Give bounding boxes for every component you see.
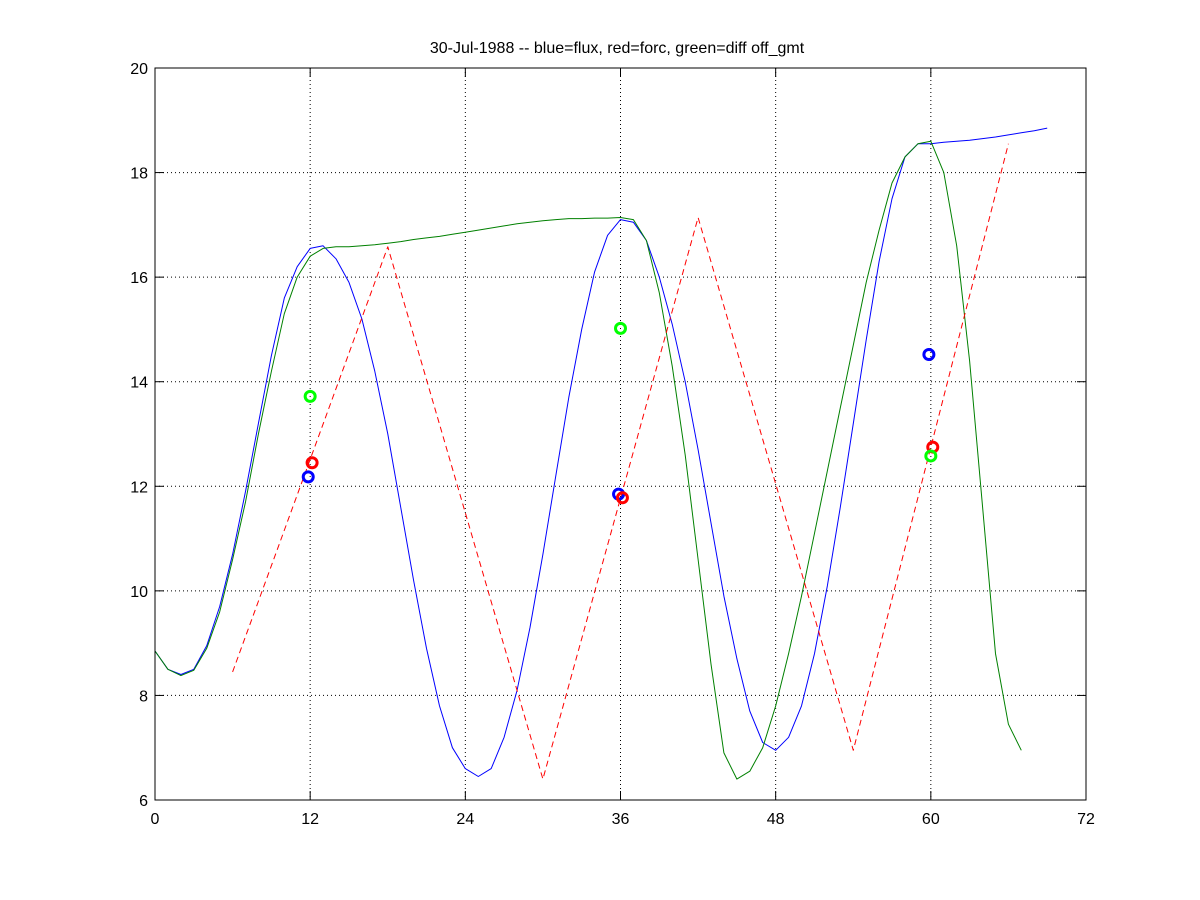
data-marker-1 [305, 456, 319, 470]
y-tick-label: 16 [130, 270, 148, 287]
axis-ticks: 0 12 24 36 48 60 72 6 8 10 12 14 16 18 20 [130, 61, 1095, 828]
data-marker-0 [301, 470, 315, 484]
chart-title: 30-Jul-1988 -- blue=flux, red=forc, gree… [430, 40, 805, 57]
x-tick-label: 24 [456, 811, 474, 828]
y-tick-label: 8 [139, 688, 148, 705]
y-tick-label: 12 [130, 479, 148, 496]
x-tick-label: 12 [301, 811, 319, 828]
data-markers [301, 321, 940, 505]
x-tick-label: 72 [1077, 811, 1095, 828]
x-tick-label: 60 [922, 811, 940, 828]
x-tick-label: 48 [767, 811, 785, 828]
data-marker-5 [614, 321, 627, 335]
y-tick-label: 10 [130, 584, 148, 601]
data-marker-2 [303, 389, 317, 403]
data-marker-6 [922, 348, 936, 362]
y-tick-label: 18 [130, 166, 148, 183]
y-tick-label: 14 [130, 375, 148, 392]
series-line-1 [154, 140, 1022, 780]
x-tick-label: 0 [151, 811, 160, 828]
data-marker-8 [924, 449, 938, 463]
y-tick-label: 6 [139, 793, 148, 810]
y-tick-label: 20 [130, 61, 148, 78]
series-lines [154, 127, 1048, 780]
series-line-0 [154, 127, 1048, 777]
data-marker-4 [615, 491, 629, 505]
x-tick-label: 36 [612, 811, 630, 828]
